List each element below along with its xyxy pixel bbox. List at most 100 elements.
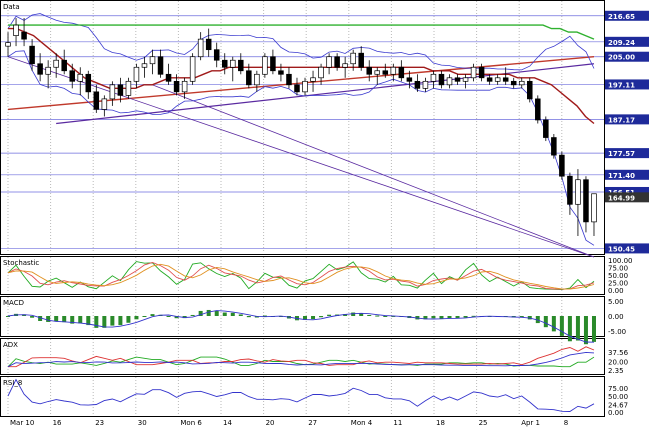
- price-axis-label: 150.45: [605, 243, 649, 254]
- candlestick: [61, 49, 67, 75]
- candle-body: [382, 70, 389, 75]
- candlestick: [238, 53, 244, 75]
- candle-body: [286, 73, 292, 86]
- candle-body: [149, 56, 156, 65]
- macd-histogram-bar: [262, 315, 267, 317]
- x-axis-label: Mon 6: [180, 419, 202, 427]
- price-label-text: 150.45: [608, 245, 635, 253]
- candlestick: [21, 18, 27, 47]
- indicator-axis-label: 75.00: [608, 264, 628, 272]
- price-label-bg: [605, 51, 649, 62]
- panel-title-stochastic: Stochastic: [3, 259, 39, 267]
- candlestick: [294, 77, 300, 96]
- adx-line: [7, 351, 595, 368]
- x-axis-label: 23: [95, 419, 104, 427]
- candle-body: [133, 66, 140, 82]
- macd-histogram-bar: [166, 316, 171, 317]
- candle-body: [5, 42, 11, 47]
- candlestick: [414, 74, 421, 92]
- candlestick: [213, 42, 220, 68]
- panel-title-macd: MACD: [3, 299, 24, 307]
- candle-body: [246, 70, 252, 86]
- macd-histogram-bar: [575, 316, 580, 341]
- candlestick: [382, 63, 389, 78]
- candle-body: [543, 119, 549, 138]
- candlestick: [29, 39, 35, 71]
- candle-body: [535, 98, 541, 121]
- candle-body: [262, 56, 268, 75]
- price-label-bg: [605, 79, 649, 90]
- macd-histogram-bar: [222, 312, 227, 316]
- macd-histogram-bar: [303, 316, 308, 320]
- candle-body: [527, 80, 533, 100]
- indicator-axis-label: 50.00: [608, 272, 628, 280]
- macd-histogram-bar: [559, 316, 564, 336]
- indicator-axis-label: 24.67: [608, 401, 628, 409]
- candlestick: [374, 67, 381, 85]
- macd-histogram-bar: [70, 316, 75, 324]
- candle-body: [294, 84, 300, 93]
- candlestick: [494, 74, 501, 85]
- macd-histogram-bar: [230, 312, 235, 316]
- candle-body: [254, 73, 260, 86]
- macd-histogram-bar: [591, 316, 596, 342]
- panel-title-data: Data: [3, 3, 20, 11]
- candlestick: [197, 32, 204, 61]
- indicator-axis-label: 2.35: [608, 367, 624, 375]
- indicator-axis-label: 5.00: [608, 298, 624, 306]
- candlestick: [535, 95, 541, 124]
- x-axis-label: 25: [479, 419, 488, 427]
- macd-histogram-bar: [319, 316, 324, 318]
- candlestick: [69, 63, 75, 89]
- macd-histogram-bar: [86, 316, 91, 326]
- price-label-bg: [605, 186, 649, 197]
- macd-histogram-bar: [519, 316, 524, 318]
- candlestick: [85, 70, 92, 99]
- candlestick: [551, 134, 557, 159]
- candlestick: [262, 53, 268, 78]
- candle-body: [430, 73, 437, 82]
- channel-line-upper: [152, 84, 595, 258]
- candle-body: [278, 70, 284, 75]
- candle-body: [567, 175, 573, 205]
- candle-body: [205, 38, 212, 51]
- candlestick: [45, 60, 51, 89]
- candle-body: [559, 154, 565, 177]
- candlestick: [109, 81, 116, 106]
- macd-histogram-bar: [439, 316, 444, 319]
- candle-body: [141, 63, 148, 68]
- candle-body: [197, 38, 204, 58]
- candle-body: [518, 80, 525, 86]
- macd-histogram-bar: [6, 316, 11, 317]
- candle-body: [270, 56, 276, 72]
- candle-body: [37, 63, 43, 75]
- price-axis-label: 187.17: [605, 114, 649, 125]
- candle-body: [53, 59, 59, 68]
- candle-body: [358, 52, 364, 68]
- candle-body: [101, 98, 108, 110]
- macd-histogram-bar: [30, 316, 35, 318]
- candle-body: [350, 52, 356, 65]
- candlestick: [518, 77, 525, 89]
- macd-histogram-bar: [54, 316, 59, 322]
- macd-histogram-bar: [22, 314, 27, 316]
- macd-histogram-bar: [423, 316, 428, 320]
- candlestick: [583, 176, 589, 233]
- candlestick: [422, 77, 429, 92]
- price-label-bg: [605, 114, 649, 125]
- upper-band-line: [7, 13, 595, 71]
- macd-histogram-bar: [206, 309, 211, 316]
- candlestick: [310, 70, 316, 92]
- macd-histogram-bar: [351, 312, 356, 316]
- indicator-axis-label: 50.00: [608, 393, 628, 401]
- candlestick: [278, 63, 284, 82]
- indicator-axis-label: 100.00: [608, 257, 633, 265]
- candle-body: [109, 84, 116, 100]
- candlestick: [101, 95, 108, 117]
- candle-body: [591, 193, 597, 223]
- candlestick: [390, 63, 397, 82]
- price-axis-label: 205.00: [605, 51, 649, 62]
- macd-histogram-bar: [567, 316, 572, 342]
